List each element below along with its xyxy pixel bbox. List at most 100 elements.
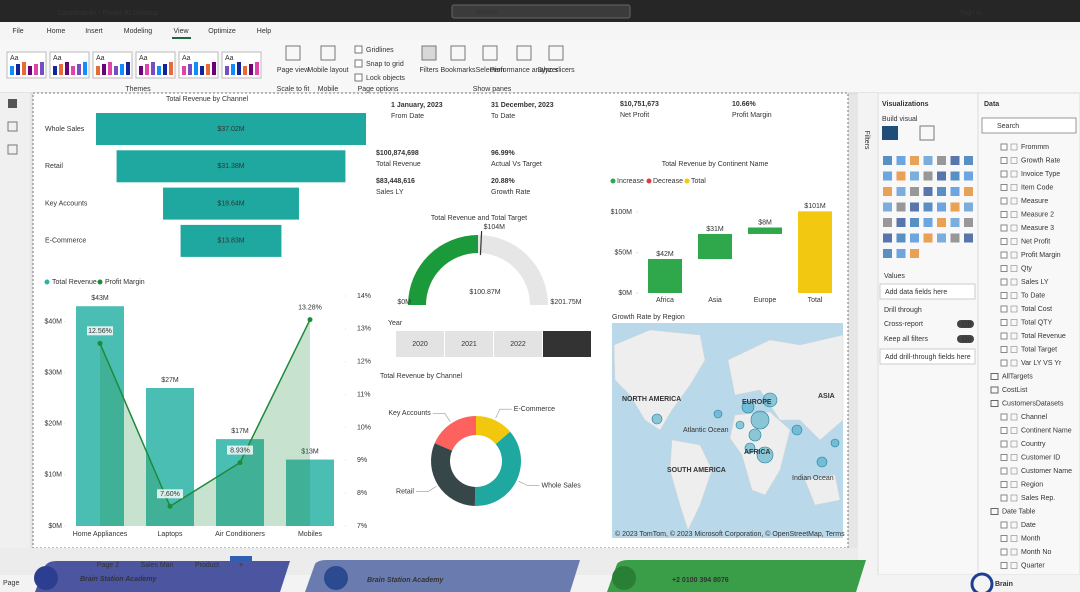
visual-type-icon[interactable]: [950, 171, 960, 181]
visual-type-icon[interactable]: [896, 233, 906, 243]
visual-type-icon[interactable]: [896, 249, 906, 258]
menu-item[interactable]: Insert: [85, 28, 103, 35]
field-name[interactable]: Channel: [1021, 414, 1048, 421]
field-checkbox[interactable]: [1000, 494, 1008, 502]
field-checkbox[interactable]: [1000, 319, 1008, 326]
visual-type-icon[interactable]: [964, 202, 973, 212]
slicer-item-label[interactable]: 2021: [461, 341, 477, 348]
checkbox-label[interactable]: Gridlines: [366, 47, 394, 54]
field-checkbox[interactable]: [1000, 157, 1008, 164]
visual-type-icon[interactable]: [910, 187, 919, 196]
build-icon[interactable]: [882, 126, 898, 140]
field-name[interactable]: Country: [1021, 441, 1046, 448]
visual-type-icon[interactable]: [964, 156, 973, 165]
field-name[interactable]: Total Cost: [1021, 306, 1052, 313]
field-checkbox[interactable]: [1000, 278, 1008, 286]
menu-item[interactable]: Home: [47, 28, 66, 35]
field-checkbox[interactable]: [1000, 521, 1008, 529]
search-label[interactable]: Search: [476, 9, 498, 16]
visual-type-icon[interactable]: [964, 171, 973, 181]
field-name[interactable]: Qty: [1021, 265, 1032, 272]
ribbon-button[interactable]: Filters: [419, 67, 439, 74]
ribbon-icon[interactable]: [320, 45, 336, 61]
page-tab[interactable]: Sales Man: [140, 562, 173, 569]
table-name[interactable]: AllTargets: [1002, 373, 1033, 380]
field-checkbox[interactable]: [1000, 332, 1008, 340]
field-checkbox[interactable]: [1000, 251, 1008, 259]
table-name[interactable]: Date Table: [1002, 508, 1035, 515]
field-name[interactable]: Month: [1021, 535, 1041, 542]
visual-type-icon[interactable]: [937, 187, 946, 196]
visual-type-icon[interactable]: [910, 218, 919, 227]
visual-type-icon[interactable]: [950, 156, 960, 165]
visual-type-icon[interactable]: [883, 233, 892, 243]
report-view-icon[interactable]: [8, 99, 17, 108]
field-name[interactable]: Frommm: [1021, 144, 1049, 151]
menu-item[interactable]: Optimize: [208, 28, 236, 35]
ribbon-icon[interactable]: [482, 45, 498, 61]
field-name[interactable]: Invoice Type: [1021, 171, 1060, 178]
visual-type-icon[interactable]: [923, 202, 933, 212]
field-checkbox[interactable]: [1000, 562, 1008, 569]
field-checkbox[interactable]: [1000, 170, 1008, 178]
field-checkbox[interactable]: [1000, 265, 1008, 272]
field-checkbox[interactable]: [1000, 454, 1008, 461]
toggle[interactable]: [957, 320, 974, 328]
slicer-item-label[interactable]: 2020: [412, 341, 428, 348]
checkbox[interactable]: [354, 73, 363, 82]
ribbon-button[interactable]: Selection: [476, 67, 505, 74]
ribbon-button[interactable]: Bookmarks: [440, 67, 476, 74]
field-name[interactable]: Customer Name: [1021, 468, 1072, 475]
visual-type-icon[interactable]: [883, 156, 892, 165]
visual-type-icon[interactable]: [896, 202, 906, 212]
ribbon-icon[interactable]: [421, 45, 437, 61]
field-checkbox[interactable]: [1000, 467, 1008, 475]
visual-type-icon[interactable]: [910, 156, 919, 165]
field-checkbox[interactable]: [1000, 238, 1008, 245]
field-well[interactable]: [879, 348, 976, 365]
visual-type-icon[interactable]: [950, 218, 960, 227]
slicer-item-label[interactable]: 2022: [510, 341, 526, 348]
field-checkbox[interactable]: [1000, 535, 1008, 542]
ribbon-button[interactable]: Performance analyzer: [490, 67, 559, 74]
sign-in[interactable]: Sign in: [960, 10, 982, 17]
menu-item[interactable]: Help: [257, 28, 272, 35]
visual-type-icon[interactable]: [910, 249, 919, 258]
visual-type-icon[interactable]: [950, 233, 960, 243]
table-view-icon[interactable]: [7, 121, 18, 132]
ribbon-icon[interactable]: [548, 45, 564, 61]
visual-type-icon[interactable]: [923, 233, 933, 243]
field-checkbox[interactable]: [1000, 305, 1008, 313]
field-checkbox[interactable]: [1000, 143, 1008, 151]
table-name[interactable]: CostList: [1002, 387, 1027, 394]
field-name[interactable]: Profit Margin: [1021, 252, 1061, 259]
field-name[interactable]: Total QTY: [1021, 319, 1052, 326]
field-checkbox[interactable]: [1000, 197, 1008, 205]
visual-type-icon[interactable]: [937, 218, 946, 227]
field-checkbox[interactable]: [1000, 481, 1008, 488]
visual-type-icon[interactable]: [923, 156, 933, 165]
visual-type-icon[interactable]: [937, 156, 946, 165]
field-checkbox[interactable]: [1000, 346, 1008, 353]
format-icon[interactable]: [919, 125, 935, 141]
visual-type-icon[interactable]: [883, 202, 892, 212]
visual-type-icon[interactable]: [937, 233, 946, 243]
field-name[interactable]: Total Revenue: [1021, 333, 1066, 340]
filters-pane-label[interactable]: Filters: [863, 130, 870, 150]
ribbon-icon[interactable]: [516, 45, 532, 61]
slicer-item[interactable]: [494, 331, 542, 357]
slicer-item[interactable]: [396, 331, 444, 357]
visual-type-icon[interactable]: [937, 202, 946, 212]
page-tab[interactable]: Page 2: [97, 562, 119, 569]
visual-type-icon[interactable]: [883, 249, 892, 258]
theme-thumbnail[interactable]: [92, 51, 133, 79]
visual-type-icon[interactable]: [896, 156, 906, 165]
ribbon-icon[interactable]: [285, 45, 301, 61]
checkbox[interactable]: [354, 59, 363, 68]
field-checkbox[interactable]: [1000, 427, 1008, 434]
field-name[interactable]: Total Target: [1021, 346, 1057, 353]
field-name[interactable]: Continent Name: [1021, 427, 1072, 434]
search-field[interactable]: [981, 117, 1077, 134]
field-name[interactable]: Date: [1021, 522, 1036, 529]
field-name[interactable]: Item Code: [1021, 184, 1053, 191]
